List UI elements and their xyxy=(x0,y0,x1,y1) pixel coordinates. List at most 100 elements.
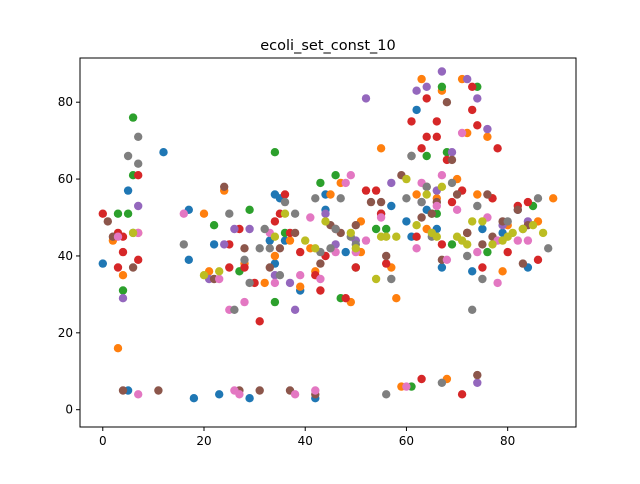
data-point xyxy=(402,217,411,226)
data-point xyxy=(483,247,492,257)
data-point xyxy=(321,209,330,218)
data-point xyxy=(498,267,507,276)
data-point xyxy=(533,255,543,264)
data-point xyxy=(432,232,441,241)
data-point xyxy=(270,217,280,226)
y-tick-label: 20 xyxy=(58,326,73,340)
data-point xyxy=(493,278,502,288)
data-point xyxy=(245,224,254,234)
data-point xyxy=(179,240,188,249)
data-point xyxy=(134,390,143,399)
data-point xyxy=(417,144,426,153)
data-point xyxy=(478,224,487,234)
data-point xyxy=(457,128,467,138)
data-point xyxy=(483,132,492,141)
points-layer xyxy=(98,67,558,403)
data-point xyxy=(128,113,138,122)
data-point xyxy=(432,201,441,211)
data-point xyxy=(260,278,269,288)
data-point xyxy=(412,221,421,230)
data-point xyxy=(280,190,290,199)
data-point xyxy=(255,386,264,395)
data-point xyxy=(478,274,487,284)
data-point xyxy=(296,271,305,280)
data-point xyxy=(508,228,517,238)
data-point xyxy=(260,224,269,234)
data-point xyxy=(376,144,386,153)
data-point xyxy=(331,171,340,180)
data-point xyxy=(134,201,143,211)
data-point xyxy=(417,213,426,222)
y-axis: 0 20 40 60 80 xyxy=(58,95,80,417)
data-point xyxy=(447,155,457,165)
data-point xyxy=(280,197,290,207)
data-point xyxy=(422,182,431,191)
data-point xyxy=(463,251,472,261)
data-point xyxy=(306,213,315,222)
data-point xyxy=(118,271,128,280)
data-point xyxy=(275,244,285,253)
data-point xyxy=(402,194,411,203)
data-point xyxy=(382,251,391,261)
data-point xyxy=(351,221,360,230)
data-point xyxy=(159,148,168,157)
data-point xyxy=(270,232,280,241)
data-point xyxy=(468,82,477,92)
data-point xyxy=(209,221,219,230)
data-point xyxy=(341,247,350,257)
data-point xyxy=(493,144,502,153)
data-point xyxy=(245,278,254,288)
data-point xyxy=(412,232,421,241)
data-point xyxy=(437,378,447,387)
data-point xyxy=(402,174,411,184)
data-point xyxy=(387,201,396,211)
data-point xyxy=(417,374,426,384)
data-point xyxy=(123,151,133,161)
data-point xyxy=(422,190,431,199)
data-point xyxy=(488,240,497,249)
data-point xyxy=(442,98,452,107)
data-point xyxy=(437,171,447,180)
data-point xyxy=(528,221,538,230)
y-tick-label: 0 xyxy=(65,403,73,417)
data-point xyxy=(311,194,320,203)
data-point xyxy=(285,278,295,288)
data-point xyxy=(412,105,421,115)
data-point xyxy=(290,305,300,314)
data-point xyxy=(382,232,391,241)
data-point xyxy=(215,274,224,284)
x-tick-label: 60 xyxy=(399,434,414,448)
data-point xyxy=(468,305,477,314)
data-point xyxy=(422,151,431,161)
data-point xyxy=(311,244,320,253)
data-point xyxy=(113,263,123,272)
data-point xyxy=(422,94,431,103)
data-point xyxy=(437,240,447,249)
data-point xyxy=(392,232,401,241)
data-point xyxy=(463,240,472,249)
x-tick-label: 0 xyxy=(99,434,107,448)
data-point xyxy=(230,224,239,234)
data-point xyxy=(473,247,482,257)
data-point xyxy=(209,240,219,249)
data-point xyxy=(468,105,477,115)
data-point xyxy=(179,209,188,218)
data-point xyxy=(432,132,441,141)
data-point xyxy=(123,209,133,218)
data-point xyxy=(361,236,371,245)
data-point xyxy=(503,217,512,226)
data-point xyxy=(387,178,396,188)
data-point xyxy=(240,263,249,272)
data-point xyxy=(341,294,350,303)
data-point xyxy=(538,228,548,238)
data-point xyxy=(432,117,441,126)
data-point xyxy=(371,224,381,234)
data-point xyxy=(452,205,462,214)
data-point xyxy=(351,263,360,272)
data-point xyxy=(118,247,128,257)
data-point xyxy=(225,209,234,218)
data-point xyxy=(290,390,300,399)
data-point xyxy=(199,209,209,218)
data-point xyxy=(240,244,249,253)
